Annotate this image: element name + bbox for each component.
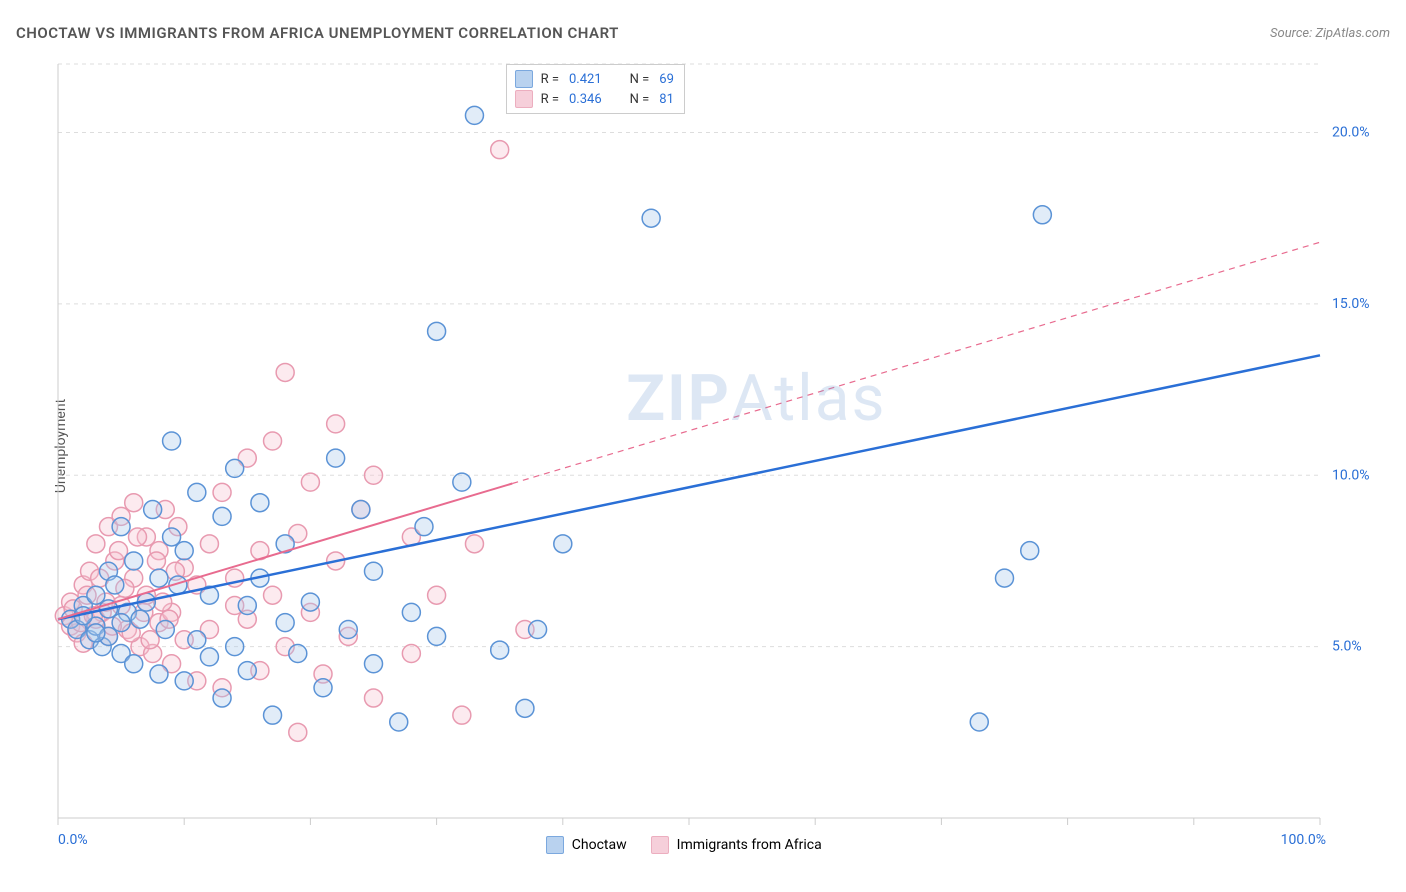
legend-swatch (515, 90, 533, 108)
plot-area: 5.0%10.0%15.0%20.0%0.0%100.0% ZIPAtlas R… (50, 60, 1390, 852)
source-label: Source: (1270, 26, 1312, 41)
series-legend: Choctaw Immigrants from Africa (546, 836, 822, 854)
svg-text:20.0%: 20.0% (1332, 125, 1370, 141)
svg-text:10.0%: 10.0% (1332, 467, 1370, 483)
source-credit: Source: ZipAtlas.com (1270, 26, 1390, 41)
svg-text:0.0%: 0.0% (58, 832, 88, 848)
legend-swatch (546, 836, 564, 854)
series-name: Immigrants from Africa (677, 837, 822, 853)
correlation-legend: R = 0.421 N = 69 R = 0.346 N = 81 (506, 64, 685, 114)
legend-swatch (515, 70, 533, 88)
source-name: ZipAtlas.com (1315, 26, 1390, 41)
chart-title: CHOCTAW VS IMMIGRANTS FROM AFRICA UNEMPL… (16, 24, 619, 42)
legend-row: R = 0.421 N = 69 (515, 69, 676, 89)
legend-row: R = 0.346 N = 81 (515, 89, 676, 109)
series-legend-item: Immigrants from Africa (651, 836, 822, 854)
legend-n-value: 69 (659, 72, 674, 87)
series-name: Choctaw (572, 837, 627, 853)
legend-swatch (651, 836, 669, 854)
legend-r-value: 0.346 (569, 92, 602, 107)
chart-header: CHOCTAW VS IMMIGRANTS FROM AFRICA UNEMPL… (16, 24, 1390, 42)
svg-text:5.0%: 5.0% (1332, 639, 1362, 655)
legend-r-label: R = (541, 92, 559, 107)
svg-text:100.0%: 100.0% (1281, 832, 1326, 848)
legend-n-value: 81 (659, 92, 674, 107)
legend-n-label: N = (630, 92, 650, 107)
legend-r-label: R = (541, 72, 559, 87)
svg-text:15.0%: 15.0% (1332, 296, 1370, 312)
scatter-plot-svg: 5.0% 10.0% 15.0% 20.0% 0.0% 100.0% (50, 60, 1390, 852)
series-legend-item: Choctaw (546, 836, 627, 854)
legend-r-value: 0.421 (569, 72, 602, 87)
legend-n-label: N = (630, 72, 650, 87)
